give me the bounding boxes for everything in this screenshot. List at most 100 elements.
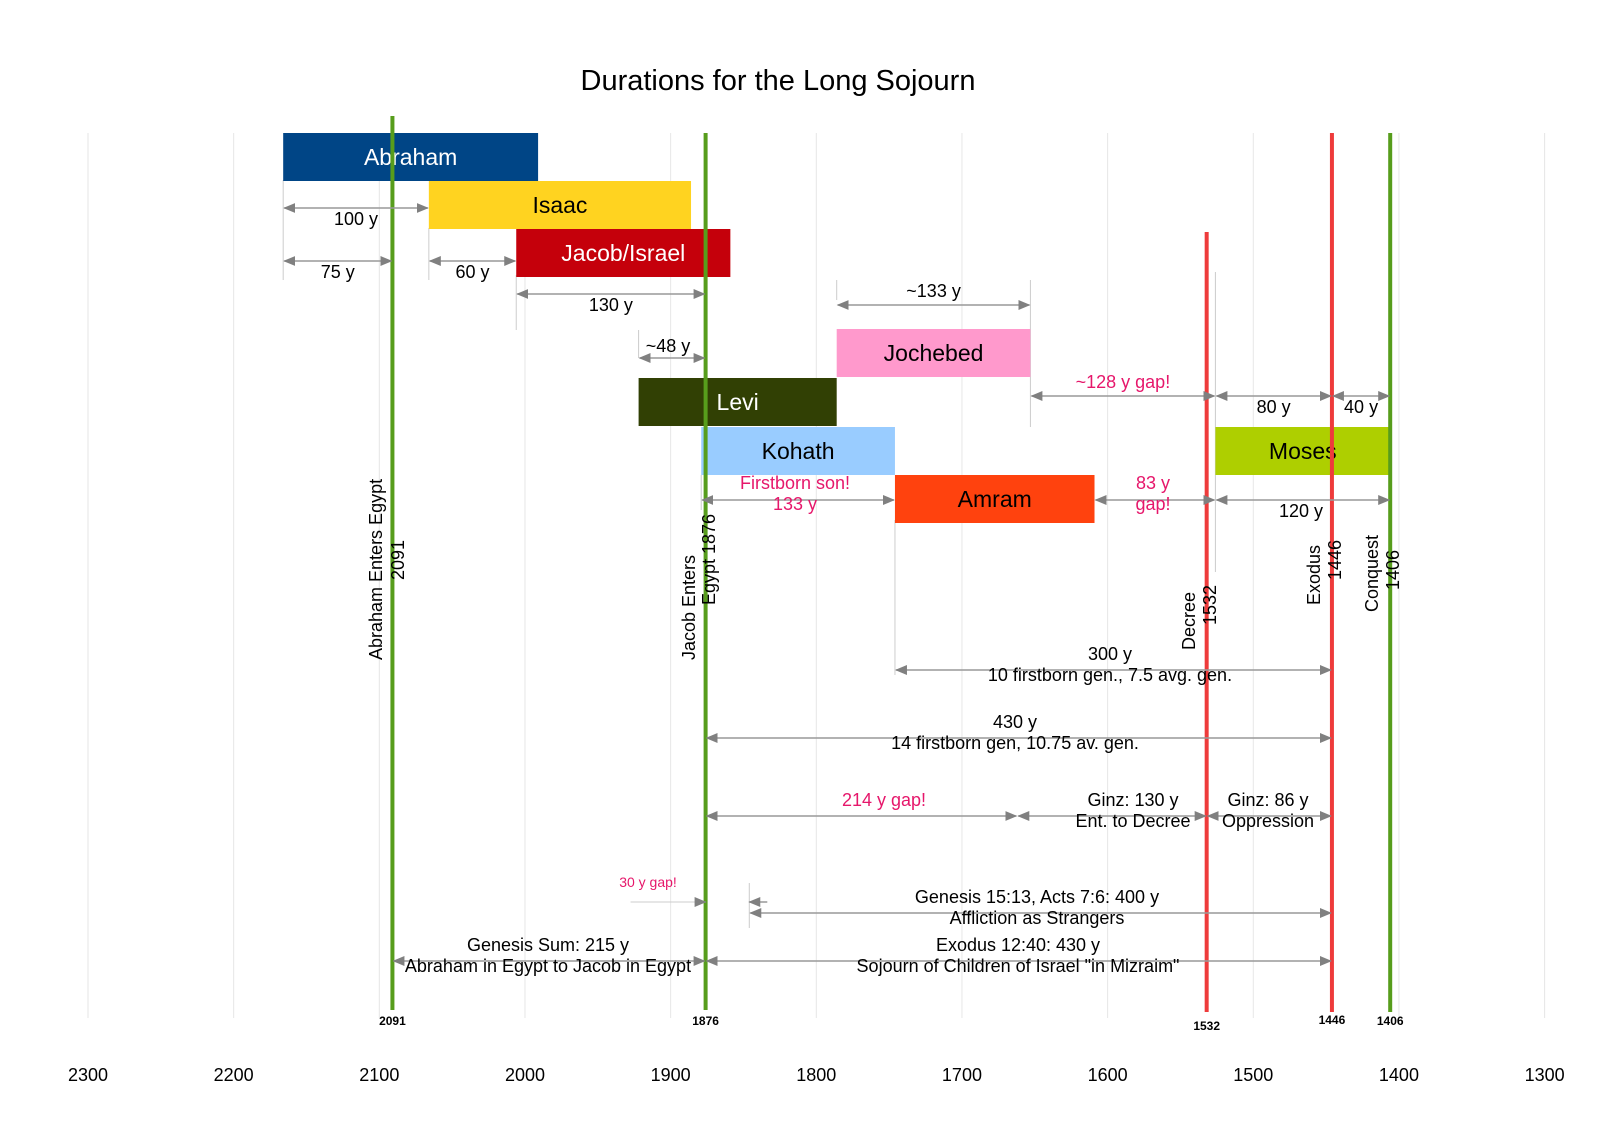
tick-label-1900: 1900 — [651, 1065, 691, 1085]
event-bottom-label-1406: 1406 — [1377, 1014, 1404, 1028]
span-8-40-y: 40 y — [1331, 391, 1391, 417]
bar-rect-jochebed — [836, 329, 1031, 377]
event-bottom-label-1876: 1876 — [692, 1014, 719, 1028]
bar-rect-amram — [894, 475, 1095, 523]
bar-label-abraham: Abraham — [364, 144, 457, 170]
bar-label-isaac: Isaac — [532, 192, 587, 218]
bar-rect-kohath — [701, 427, 895, 475]
span-label-19-0: Genesis Sum: 215 y — [467, 935, 629, 955]
span-label-6-0: ~128 y gap! — [1076, 372, 1171, 392]
event-label-1406-0: Conquest — [1362, 535, 1382, 612]
span-label-4-0: ~133 y — [906, 281, 961, 301]
bar-label-levi: Levi — [717, 389, 759, 415]
span-label-15-0: Ginz: 130 y — [1087, 790, 1178, 810]
bar-label-jacob-israel: Jacob/Israel — [561, 240, 685, 266]
span-12-300-y: 300 y10 firstborn gen., 7.5 avg. gen. — [894, 644, 1332, 685]
span-label-7-0: 80 y — [1257, 397, 1291, 417]
chart-title: Durations for the Long Sojourn — [581, 65, 976, 97]
bar-label-kohath: Kohath — [762, 438, 835, 464]
span-13-430-y: 430 y14 firstborn gen, 10.75 av. gen. — [705, 712, 1332, 753]
gridlines — [87, 133, 1546, 1018]
bar-rect-moses — [1215, 427, 1391, 475]
span-label-13-1: 14 firstborn gen, 10.75 av. gen. — [891, 733, 1139, 753]
event-1876: Jacob Enters Egypt 1876 1876 — [679, 133, 719, 1028]
event-bottom-label-1532: 1532 — [1193, 1019, 1220, 1033]
span-label-20-1: Sojourn of Children of Israel "in Mizrai… — [857, 956, 1180, 976]
event-label-1532-1: 1532 — [1200, 585, 1220, 625]
span-label-18-1: Affliction as Strangers — [950, 908, 1125, 928]
span-11-120-y: 120 y — [1215, 495, 1391, 521]
span-5-48-y: ~48 y — [638, 336, 706, 363]
bar-jacob-israel: Jacob/Israel — [516, 229, 731, 277]
bar-rect-isaac — [428, 181, 692, 229]
span-label-12-1: 10 firstborn gen., 7.5 avg. gen. — [988, 665, 1232, 685]
tick-label-2300: 2300 — [68, 1065, 108, 1085]
bar-rect-abraham — [283, 133, 539, 181]
span-7-80-y: 80 y — [1215, 391, 1332, 417]
span-3-130-y: 130 y — [516, 289, 706, 315]
span-label-12-0: 300 y — [1088, 644, 1132, 664]
span-label-16-1: Oppression — [1222, 811, 1314, 831]
event-label-2091-1: 2091 — [388, 540, 408, 580]
span-label-20-0: Exodus 12:40: 430 y — [936, 935, 1100, 955]
span-14-214-y-gap: 214 y gap! — [705, 790, 1018, 821]
span-1-75-y: 75 y — [283, 256, 393, 282]
span-label-0-0: 100 y — [334, 209, 378, 229]
bar-isaac: Isaac — [428, 181, 692, 229]
span-label-15-1: Ent. to Decree — [1075, 811, 1190, 831]
tick-label-2000: 2000 — [505, 1065, 545, 1085]
span-label-19-1: Abraham in Egypt to Jacob in Egypt — [405, 956, 691, 976]
x-axis-tick-labels: 2300 2200 2100 2000 1900 1800 1700 1600 1500 1400… — [68, 1065, 1565, 1085]
span-label-16-0: Ginz: 86 y — [1227, 790, 1308, 810]
duration-spans: 100 y 75 y 60 y 130 y ~133 y ~48 y ~128 y gap!… — [283, 203, 1391, 976]
bar-abraham: Abraham — [283, 133, 539, 181]
event-label-1532-0: Decree — [1179, 592, 1199, 650]
span-label-9-1: 133 y — [773, 494, 817, 514]
event-label-1446-1: 1446 — [1325, 540, 1345, 580]
tick-label-1800: 1800 — [796, 1065, 836, 1085]
bar-label-amram: Amram — [958, 486, 1032, 512]
span-label-10-0: 83 y — [1136, 473, 1170, 493]
span-label-18-0: Genesis 15:13, Acts 7:6: 400 y — [915, 887, 1159, 907]
tick-label-1600: 1600 — [1088, 1065, 1128, 1085]
bar-moses: Moses — [1215, 427, 1391, 475]
bar-amram: Amram — [894, 475, 1095, 523]
span-6-128-y-gap: ~128 y gap! — [1030, 372, 1216, 401]
bar-label-jochebed: Jochebed — [884, 340, 984, 366]
span-label-10-1: gap! — [1135, 494, 1170, 514]
bar-rect-levi — [638, 378, 837, 426]
tick-label-1300: 1300 — [1525, 1065, 1565, 1085]
span-label-9-0: Firstborn son! — [740, 473, 850, 493]
span-label-14-0: 214 y gap! — [842, 790, 926, 810]
event-label-1406-1: 1406 — [1383, 550, 1403, 590]
event-bottom-label-2091: 2091 — [379, 1014, 406, 1028]
span-17-30-y-gap: 30 y gap! — [619, 874, 768, 907]
bar-rect-jacob-israel — [516, 229, 731, 277]
span-0-100-y: 100 y — [283, 203, 429, 229]
event-label-1876-1: Egypt 1876 — [699, 514, 719, 605]
span-4-133-y: ~133 y — [836, 281, 1031, 310]
event-label-1876-0: Jacob Enters — [679, 555, 699, 660]
tick-label-1400: 1400 — [1379, 1065, 1419, 1085]
span-label-17-0: 30 y gap! — [619, 874, 677, 890]
event-label-1446-0: Exodus — [1304, 545, 1324, 605]
bar-jochebed: Jochebed — [836, 329, 1031, 377]
lifespan-bars: Abraham Isaac Jacob/Israel Jochebed LeviKoha… — [283, 133, 1391, 523]
tick-label-2200: 2200 — [214, 1065, 254, 1085]
tick-label-2100: 2100 — [359, 1065, 399, 1085]
span-label-1-0: 75 y — [321, 262, 355, 282]
span-label-8-0: 40 y — [1344, 397, 1378, 417]
span-18-genesis-15-13-acts-7-6-400-y: Genesis 15:13, Acts 7:6: 400 yAffliction… — [749, 887, 1332, 928]
tick-label-1700: 1700 — [942, 1065, 982, 1085]
bar-levi: Levi — [638, 378, 837, 426]
span-label-11-0: 120 y — [1279, 501, 1323, 521]
span-label-5-0: ~48 y — [646, 336, 691, 356]
